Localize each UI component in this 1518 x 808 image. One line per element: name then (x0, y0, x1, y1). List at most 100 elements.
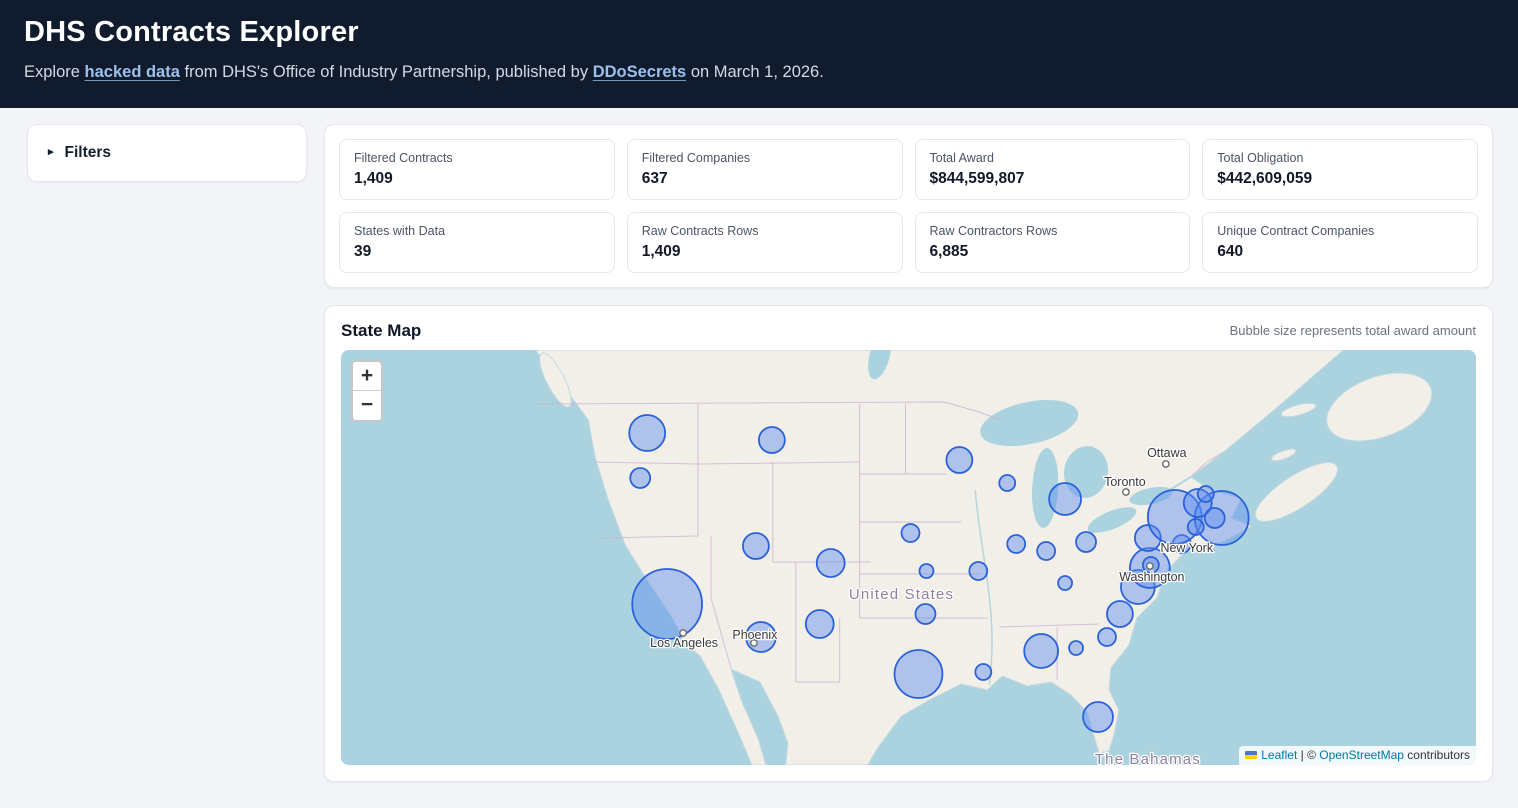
stat-value: 640 (1217, 242, 1244, 260)
anticosti-island (1280, 402, 1317, 417)
state-bubble-vermont[interactable] (1196, 484, 1215, 503)
stat-card-unique-contract-companies: Unique Contract Companies 640 (1202, 211, 1478, 273)
subtitle-text-post: on March 1, 2026. (686, 63, 824, 81)
city-marker-icon (1145, 561, 1154, 570)
stat-value: 1,409 (354, 169, 393, 187)
stat-card-filtered-companies: Filtered Companies 637 (626, 138, 903, 200)
filters-panel: ▸ Filters (27, 123, 307, 182)
stat-value: 637 (641, 169, 668, 187)
map-title: State Map (341, 320, 422, 340)
stat-value: $844,599,807 (929, 169, 1025, 187)
state-bubble-missouri[interactable] (968, 560, 989, 581)
state-bubble-louisiana[interactable] (974, 662, 993, 681)
attribution-contributors: contributors (1403, 747, 1470, 762)
state-bubble-massachusetts[interactable] (1193, 489, 1250, 546)
stat-card-total-award: Total Award $844,599,807 (914, 138, 1191, 200)
stat-value: 39 (354, 242, 372, 260)
stat-value: 6,885 (929, 242, 969, 260)
state-bubble-california[interactable] (631, 567, 703, 640)
lake-erie (1087, 506, 1137, 533)
app-header: DHS Contracts Explorer Explore hacked da… (0, 0, 1518, 108)
city-markers (679, 459, 1170, 647)
state-bubble-rhode-island[interactable] (1186, 517, 1205, 536)
map-zoom-control: + − (351, 359, 383, 422)
state-bubble-north-carolina[interactable] (1106, 599, 1134, 628)
state-bubble-michigan[interactable] (1048, 481, 1082, 516)
map-label-ottawa: Ottawa (1147, 446, 1187, 460)
zoom-out-button[interactable]: − (353, 390, 381, 420)
vancouver-island (539, 352, 572, 408)
map-label-phoenix: Phoenix (732, 628, 778, 642)
state-bubble-south-carolina[interactable] (1097, 626, 1117, 647)
state-bubble-new-hampshire[interactable] (1182, 487, 1213, 518)
stat-label: Raw Contracts Rows (641, 223, 759, 238)
chevron-right-icon: ▸ (48, 146, 54, 159)
page-title: DHS Contracts Explorer (24, 16, 359, 48)
nova-scotia (1254, 461, 1339, 522)
mississippi-river (974, 489, 993, 685)
stat-label: Raw Contractors Rows (929, 223, 1058, 238)
state-bubble-washington[interactable] (628, 413, 667, 452)
content-column: Filtered Contracts 1,409 Filtered Compan… (324, 123, 1493, 782)
map-attribution: Leaflet | © OpenStreetMap contributors (1239, 745, 1476, 765)
lake-ontario (1129, 486, 1173, 505)
state-bubble-new-mexico[interactable] (804, 608, 835, 639)
ddosecrets-link[interactable]: DDoSecrets (592, 63, 687, 81)
ukraine-flag-icon (1245, 750, 1258, 759)
stat-label: Unique Contract Companies (1217, 223, 1375, 238)
stat-label: Total Award (929, 150, 994, 165)
map-label-new-york: New York (1160, 541, 1213, 555)
page-subtitle: Explore hacked data from DHS's Office of… (24, 59, 836, 86)
map-label-los-angeles: Los Angeles (650, 636, 718, 650)
city-marker-icon (1122, 487, 1130, 496)
filters-toggle[interactable]: ▸ Filters (48, 144, 286, 162)
stat-label: Filtered Contracts (354, 150, 453, 165)
state-bubble-utah[interactable] (742, 531, 770, 560)
map-label-washington: Washington (1119, 570, 1184, 584)
state-bubble-illinois[interactable] (1006, 533, 1027, 554)
zoom-in-button[interactable]: + (353, 361, 381, 391)
landmass (534, 349, 1433, 765)
state-bubble-texas[interactable] (893, 648, 944, 699)
state-bubble-indiana[interactable] (1036, 540, 1057, 561)
state-bubble-colorado[interactable] (815, 547, 846, 578)
hacked-data-link[interactable]: hacked data (84, 63, 180, 81)
stat-card-raw-contracts-rows: Raw Contracts Rows 1,409 (626, 211, 903, 273)
long-island (1186, 543, 1216, 553)
map-canvas: Ottawa Toronto New York Washington Los Angel… (341, 349, 1476, 765)
stat-label: Filtered Companies (641, 150, 751, 165)
openstreetmap-link[interactable]: OpenStreetMap (1319, 747, 1404, 762)
attribution-separator: | © (1297, 747, 1320, 762)
leaflet-map[interactable]: Ottawa Toronto New York Washington Los Angel… (341, 349, 1476, 765)
state-bubble-minnesota[interactable] (945, 445, 974, 474)
filters-label: Filters (64, 143, 112, 161)
award-bubbles (628, 413, 1250, 733)
state-bubble-georgia[interactable] (1068, 639, 1084, 656)
main-layout: ▸ Filters Filtered Contracts 1,409 Filte… (0, 108, 1518, 782)
state-bubble-nebraska[interactable] (900, 522, 921, 543)
state-bubble-alabama[interactable] (1023, 632, 1060, 669)
state-bubble-new-jersey[interactable] (1134, 523, 1162, 552)
state-bubble-oklahoma[interactable] (914, 602, 937, 625)
state-bubble-florida[interactable] (1082, 700, 1114, 733)
state-bubble-oregon[interactable] (629, 466, 652, 489)
leaflet-link[interactable]: Leaflet (1261, 747, 1298, 762)
state-bubble-kentucky[interactable] (1057, 574, 1073, 591)
map-label-the-bahamas: The Bahamas (1095, 751, 1201, 765)
city-marker-icon (750, 638, 758, 647)
stat-card-filtered-contracts: Filtered Contracts 1,409 (339, 138, 615, 200)
stat-value: $442,609,059 (1217, 169, 1313, 187)
map-card-header: State Map Bubble size represents total a… (341, 321, 1476, 341)
stat-card-states-with-data: States with Data 39 (339, 211, 615, 273)
state-bubble-ohio[interactable] (1075, 530, 1097, 553)
state-bubble-connecticut[interactable] (1203, 506, 1226, 529)
state-bubble-montana[interactable] (757, 425, 786, 454)
subtitle-text-pre: Explore (24, 63, 85, 81)
stat-label: Total Obligation (1217, 150, 1304, 165)
state-bubble-kansas[interactable] (918, 562, 935, 579)
stat-label: States with Data (354, 223, 446, 238)
map-label-toronto: Toronto (1104, 475, 1146, 489)
st-lawrence-river (1156, 475, 1192, 499)
lake-superior (980, 399, 1079, 446)
state-bubble-wisconsin[interactable] (998, 473, 1017, 492)
